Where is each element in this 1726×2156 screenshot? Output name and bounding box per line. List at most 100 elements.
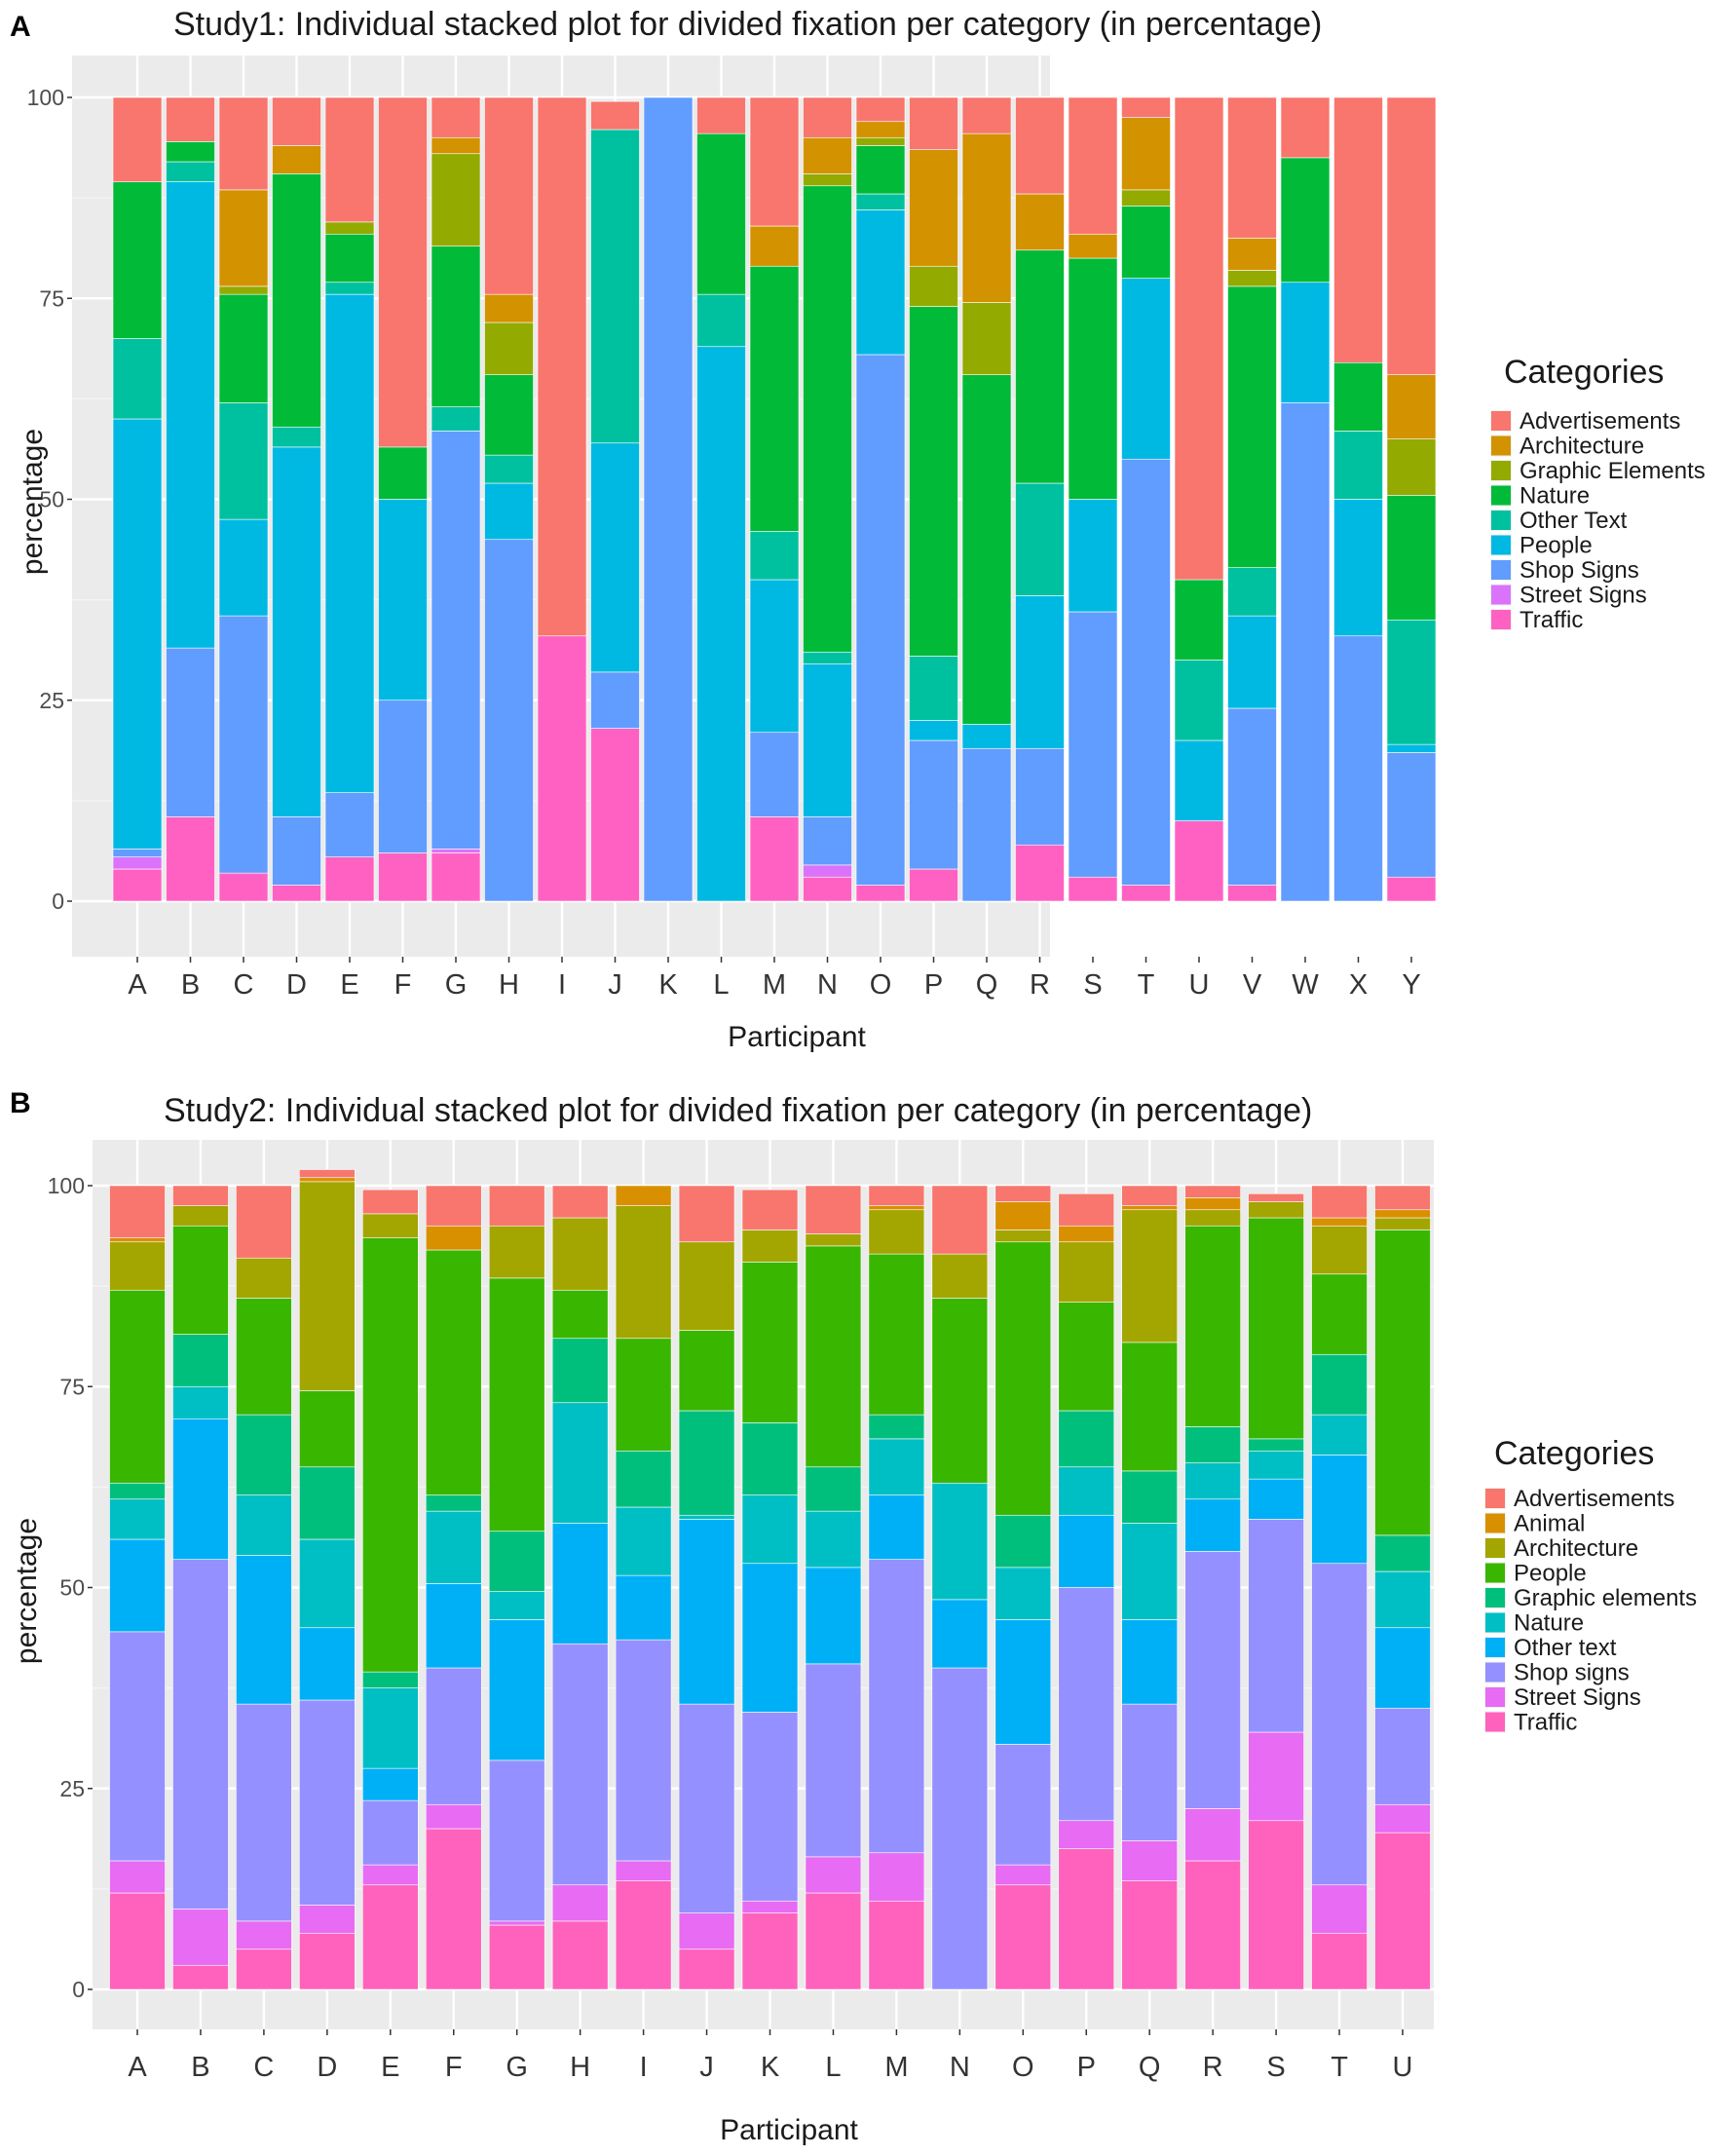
bar-segment-architecture-d [272,145,321,174]
bar-segment-street-signs-m [868,1852,925,1902]
bar-segment-other-text-c [218,402,269,520]
x-tick-label-c: C [253,2052,274,2083]
bar-segment-architecture-c [218,189,269,287]
legend-label-street-signs: Street Signs [1514,1684,1641,1711]
bar-segment-architecture-o [855,121,906,138]
chart-b: 0 25 50 75 100 A B C D E F G H I J K L M N O P Q R S T U [48,1140,1434,2083]
bar-segment-nature-v [1227,285,1277,568]
bar-segment-traffic-b [166,816,215,902]
bar-segment-street-signs-i [615,1860,672,1881]
bar-segment-graphic-elements-b [172,1334,229,1387]
x-tick-label-q: Q [976,969,998,1001]
x-tick-label-m: M [884,2052,908,2083]
x-tick-label-h: H [499,969,519,1001]
bar-segment-people-d [272,446,321,817]
y-tick-label-75: 75 [39,285,64,311]
bar-segment-shop-signs-s [1068,611,1118,878]
x-tick-label-s: S [1083,969,1102,1001]
bar-segment-other-text-n [931,1599,989,1669]
bar-segment-shop-signs-y [1386,752,1437,878]
bar-segment-advertisements-b [166,96,215,142]
bar-segment-shop-signs-h [551,1643,609,1886]
bar-segment-shop-signs-q [961,747,1012,902]
bar-segment-animal-m [868,1205,925,1211]
bar-segment-advertisements-y [1386,96,1437,375]
bar-segment-shop-signs-j [590,671,640,729]
bar-segment-architecture-d [299,1181,356,1391]
x-tick-label-l: L [825,2052,841,2083]
bar-segment-street-signs-t [1311,1884,1368,1934]
bar-segment-people-x [1333,499,1383,637]
bar-segment-graphic-elements-c [218,285,269,295]
x-tick-label-h: H [570,2052,590,2083]
legend-label-traffic: Traffic [1520,607,1583,633]
bar-segment-shop-signs-g [488,1759,545,1922]
bar-segment-shop-signs-k [643,96,694,902]
bar-segment-people-d [299,1390,356,1468]
bar-segment-people-p [909,720,958,741]
bar-segment-architecture-l [805,1233,862,1247]
bar-segment-nature-f [425,1510,482,1584]
legend-label-traffic: Traffic [1514,1710,1577,1736]
bar-segment-other-text-a [112,338,163,420]
bar-segment-other-text-l [696,293,746,348]
bar-segment-people-b [166,181,215,649]
bar-segment-street-signs-o [994,1864,1052,1886]
legend-swatch-shop-signs [1485,1662,1505,1683]
bar-segment-architecture-s [1248,1201,1304,1219]
bar-segment-people-c [236,1298,292,1416]
bar-segment-other-text-m [749,531,800,581]
bar-segment-shop-signs-s [1248,1519,1304,1733]
bar-segment-traffic-j [678,1948,735,1990]
bar-segment-graphic-elements-d [299,1466,356,1540]
bar-segment-street-signs-n [803,864,852,878]
bar-segment-people-h [551,1289,609,1340]
bar-segment-traffic-p [1058,1848,1115,1990]
bar-segment-nature-c [236,1494,292,1556]
bar-segment-street-signs-e [361,1864,419,1886]
bar-segment-street-signs-a [109,1860,166,1894]
bar-segment-architecture-s [1068,233,1118,259]
legend-swatch-street-signs [1491,585,1511,605]
bar-segment-animal-f [425,1225,482,1251]
bar-segment-people-n [931,1298,989,1484]
bar-segment-traffic-c [236,1948,292,1990]
bar-segment-shop-signs-h [484,539,534,902]
legend-swatch-architecture [1491,435,1511,456]
bar-segment-street-signs-g [488,1920,545,1926]
bar-segment-people-n [803,663,852,817]
bar-segment-people-q [961,724,1012,749]
x-tick-label-n: N [950,2052,970,2083]
bar-segment-traffic-t [1121,885,1171,902]
x-tick-label-l: L [713,969,729,1001]
legend-swatch-nature [1491,485,1511,506]
bar-segment-nature-h [484,374,534,456]
bar-segment-advertisements-j [678,1185,735,1243]
bar-segment-advertisements-o [855,96,906,123]
bar-segment-advertisements-h [551,1185,609,1219]
bar-segment-shop-signs-c [218,615,269,874]
bar-segment-advertisements-m [749,96,800,227]
legend-label-advertisements: Advertisements [1520,408,1680,435]
legend-swatch-nature [1485,1612,1505,1633]
bar-segment-nature-s [1068,257,1118,500]
bar-segment-other-text-q [1121,1619,1178,1705]
bar-segment-traffic-n [803,876,852,902]
bar-segment-architecture-m [868,1209,925,1255]
bar-segment-advertisements-v [1227,96,1277,239]
bar-segment-graphic-elements-a [109,1482,166,1500]
bar-segment-other-text-h [484,454,534,484]
bar-segment-advertisements-r [1015,96,1065,195]
bar-segment-traffic-g [488,1924,545,1990]
bar-segment-traffic-o [994,1884,1052,1990]
bar-segment-shop-signs-o [994,1744,1052,1866]
bar-segment-nature-r [1015,249,1065,484]
bar-segment-traffic-q [1121,1880,1178,1990]
bar-segment-other-text-d [299,1627,356,1701]
bar-segment-street-signs-k [741,1900,799,1913]
bar-segment-street-signs-l [805,1856,862,1894]
bar-segment-other-text-l [805,1567,862,1665]
bar-segment-other-text-o [994,1619,1052,1745]
bar-segment-traffic-j [590,728,640,902]
bar-segment-animal-q [1121,1205,1178,1211]
